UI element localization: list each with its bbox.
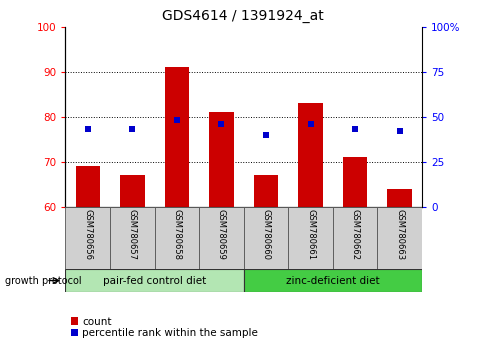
Bar	[199, 207, 243, 269]
Bar	[164, 67, 189, 207]
Text: GDS4614 / 1391924_at: GDS4614 / 1391924_at	[161, 9, 323, 23]
Point	[173, 118, 181, 123]
Bar	[342, 158, 366, 207]
Bar	[332, 207, 377, 269]
Legend: count, percentile rank within the sample: count, percentile rank within the sample	[71, 316, 257, 338]
Point	[306, 121, 314, 127]
Bar	[76, 166, 100, 207]
Point	[217, 121, 225, 127]
Point	[84, 127, 91, 132]
Bar	[287, 207, 332, 269]
Point	[261, 132, 269, 138]
Text: GSM780662: GSM780662	[350, 209, 359, 260]
Bar	[298, 103, 322, 207]
Text: GSM780663: GSM780663	[394, 209, 403, 260]
Text: GSM780656: GSM780656	[83, 209, 92, 260]
Point	[128, 127, 136, 132]
Bar	[377, 207, 421, 269]
Bar	[243, 269, 421, 292]
Text: GSM780661: GSM780661	[305, 209, 315, 260]
Text: growth protocol: growth protocol	[5, 275, 81, 286]
Bar	[110, 207, 154, 269]
Bar	[120, 176, 144, 207]
Bar	[243, 207, 287, 269]
Text: zinc-deficient diet: zinc-deficient diet	[286, 275, 379, 286]
Text: GSM780659: GSM780659	[216, 209, 226, 260]
Bar	[253, 176, 278, 207]
Point	[350, 127, 358, 132]
Bar	[154, 207, 199, 269]
Point	[395, 129, 403, 134]
Bar	[65, 207, 110, 269]
Text: GSM780657: GSM780657	[128, 209, 136, 260]
Bar	[209, 112, 233, 207]
Text: pair-fed control diet: pair-fed control diet	[103, 275, 206, 286]
Text: GSM780660: GSM780660	[261, 209, 270, 260]
Text: GSM780658: GSM780658	[172, 209, 181, 260]
Bar	[387, 189, 411, 207]
Bar	[65, 269, 243, 292]
